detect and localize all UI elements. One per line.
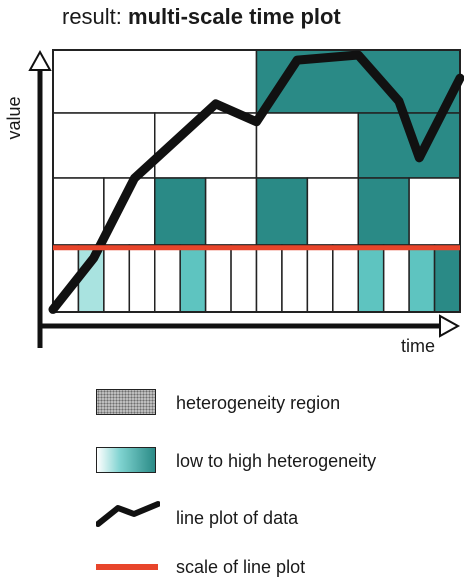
legend-label: scale of line plot bbox=[176, 557, 306, 577]
grid-lines bbox=[52, 49, 461, 313]
title-bold: multi-scale time plot bbox=[128, 4, 341, 29]
grid-cell-level4-10 bbox=[281, 244, 309, 313]
x-axis-arrow-icon bbox=[439, 314, 461, 338]
grid-cell-level4-11 bbox=[306, 244, 334, 313]
grid-cell-level4-16 bbox=[433, 244, 461, 313]
scale-line-icon bbox=[96, 564, 158, 570]
grid-cell-level4-3 bbox=[103, 244, 131, 313]
y-axis-label: value bbox=[4, 96, 24, 139]
heterogeneity-gradient-swatch bbox=[96, 447, 156, 473]
grid-cell-level4-12 bbox=[332, 244, 359, 313]
grid-cell-level4-14 bbox=[382, 244, 410, 313]
page-title: result: multi-scale time plot bbox=[62, 4, 341, 30]
grid-cell-level3-1 bbox=[52, 177, 105, 246]
legend-item-gradient bbox=[96, 444, 156, 476]
grid-cell-level3-5 bbox=[255, 177, 309, 246]
line-plot-icon bbox=[96, 501, 160, 527]
grid-cell-level4-9 bbox=[255, 244, 283, 313]
heterogeneity-grid bbox=[52, 49, 461, 313]
grid-cell-level4-5 bbox=[154, 244, 181, 313]
grid-cell-level4-8 bbox=[230, 244, 258, 313]
grid-cell-level3-6 bbox=[306, 177, 359, 246]
legend-item-heterogeneity-region bbox=[96, 386, 156, 418]
title-prefix: result: bbox=[62, 4, 122, 29]
grid-cell-level4-4 bbox=[128, 244, 156, 313]
legend-label: low to high heterogeneity bbox=[176, 451, 377, 471]
data-line bbox=[48, 50, 464, 314]
legend-label: line plot of data bbox=[176, 508, 299, 528]
y-axis-arrow-icon bbox=[28, 49, 52, 71]
legend-label: heterogeneity region bbox=[176, 393, 341, 413]
grid-cell-level4-15 bbox=[408, 244, 436, 313]
grid-cell-level4-7 bbox=[204, 244, 232, 313]
grid-cell-level3-3 bbox=[154, 177, 207, 246]
grid-cell-level3-4 bbox=[204, 177, 258, 246]
x-axis-label: time bbox=[401, 336, 435, 356]
grid-cell-level3-8 bbox=[408, 177, 461, 246]
multi-scale-plot: value time bbox=[4, 49, 464, 356]
heterogeneity-region-swatch bbox=[96, 389, 156, 415]
grid-cell-level3-7 bbox=[357, 177, 410, 246]
grid-cell-level2-3 bbox=[255, 112, 359, 179]
grid-cell-level4-6 bbox=[179, 244, 207, 313]
grid-border bbox=[52, 49, 461, 313]
grid-cell-level4-13 bbox=[357, 244, 385, 313]
